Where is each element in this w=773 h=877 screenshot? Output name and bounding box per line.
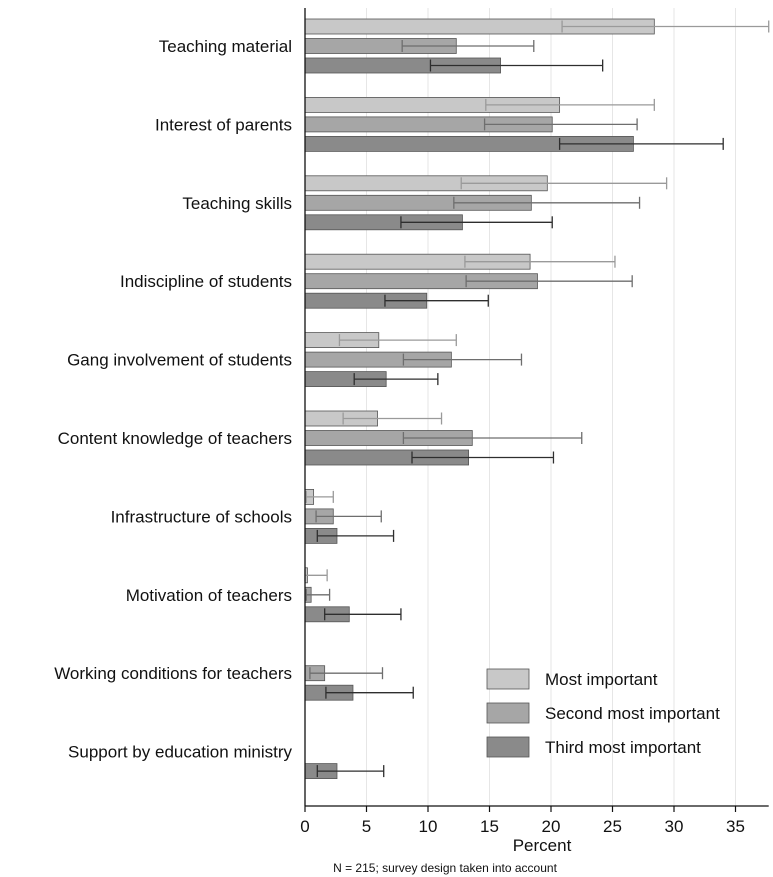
category-label: Working conditions for teachers xyxy=(54,664,292,683)
legend-label: Second most important xyxy=(545,704,720,723)
category-label: Gang involvement of students xyxy=(67,351,292,370)
x-tick-label: 0 xyxy=(300,817,309,836)
legend-swatch xyxy=(486,668,530,690)
legend-swatch xyxy=(486,702,530,724)
legend-label: Most important xyxy=(545,670,658,689)
legend-label: Third most important xyxy=(545,738,701,757)
x-tick-label: 25 xyxy=(603,817,622,836)
category-label: Content knowledge of teachers xyxy=(58,429,292,448)
x-tick-label: 10 xyxy=(419,817,438,836)
x-tick-label: 5 xyxy=(362,817,371,836)
category-label: Motivation of teachers xyxy=(126,586,292,605)
legend: Most important Second most important Third… xyxy=(486,668,720,758)
category-label: Indiscipline of students xyxy=(120,272,292,291)
x-tick-label: 30 xyxy=(665,817,684,836)
footnote: N = 215; survey design taken into accoun… xyxy=(333,861,557,875)
error-bars xyxy=(304,20,770,778)
x-tick-label: 35 xyxy=(726,817,745,836)
x-axis-title: Percent xyxy=(513,836,572,855)
category-label: Interest of parents xyxy=(155,115,292,134)
category-label: Infrastructure of schools xyxy=(111,507,292,526)
legend-swatch xyxy=(486,736,530,758)
category-label: Teaching skills xyxy=(182,194,292,213)
bars xyxy=(304,18,655,779)
axes: 0 5 10 15 20 25 30 35 xyxy=(300,8,769,836)
x-tick-label: 15 xyxy=(480,817,499,836)
category-labels: Teaching material Interest of parents Teac… xyxy=(54,37,292,762)
category-label: Support by education ministry xyxy=(68,743,292,762)
category-label: Teaching material xyxy=(159,37,292,56)
x-tick-label: 20 xyxy=(542,817,561,836)
